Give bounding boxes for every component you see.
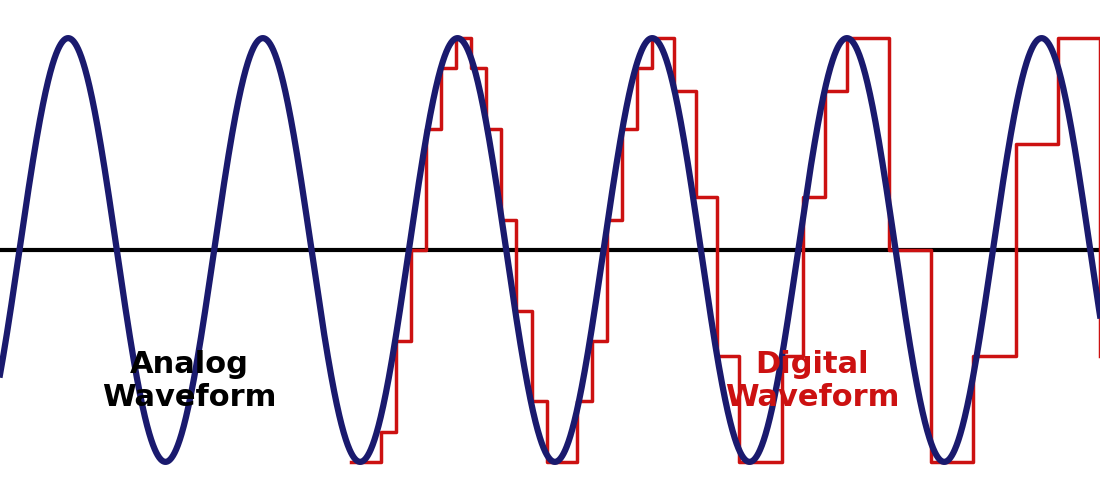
Text: Digital
Waveform: Digital Waveform xyxy=(725,350,899,412)
Text: Analog
Waveform: Analog Waveform xyxy=(101,350,276,412)
